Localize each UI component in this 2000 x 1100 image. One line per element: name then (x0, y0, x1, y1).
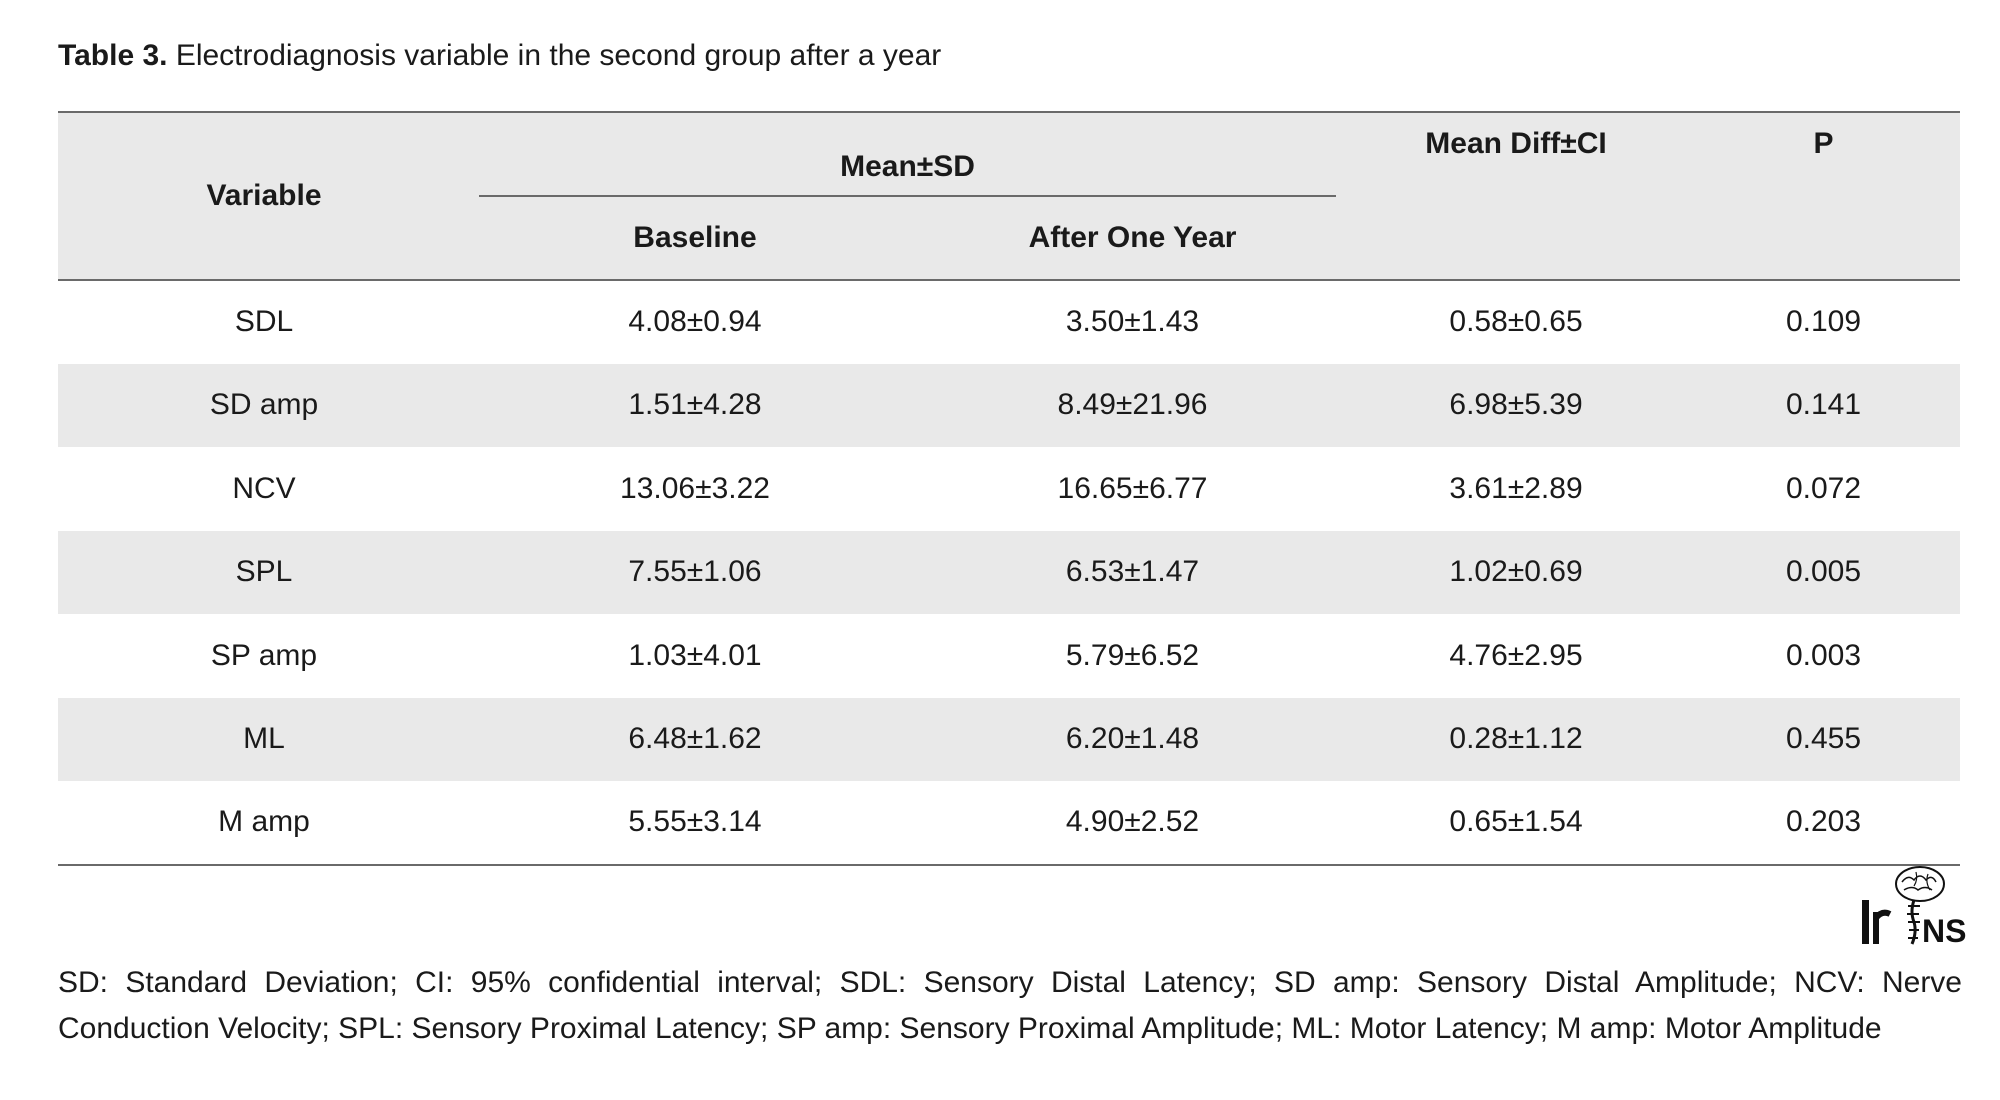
cell-baseline: 5.55±3.14 (470, 781, 920, 866)
cell-variable: SD amp (209, 388, 319, 422)
header-mean-diff: Mean Diff±CI (1345, 111, 1688, 281)
cell-variable: SPL (235, 555, 293, 589)
header-mean-sd: Mean±SD (470, 111, 1346, 198)
irjns-logo: NS (1858, 862, 1968, 949)
cell-baseline: 1.03±4.01 (628, 638, 762, 672)
cell-variable: SP amp (210, 638, 318, 672)
data-table: Variable Mean±SD Mean Diff±CI P Baseline… (58, 111, 1961, 866)
cell-mean-diff: 0.58±0.65 (1449, 305, 1583, 339)
cell-p: 0.005 (1785, 555, 1862, 589)
cell-after-one-year: 4.90±2.52 (920, 781, 1346, 866)
cell-mean-diff: 4.76±2.95 (1449, 638, 1583, 672)
cell-mean-diff: 1.02±0.69 (1449, 555, 1583, 589)
table-row: SPL 7.55±1.06 6.53±1.47 1.02±0.69 0.005 (58, 530, 1961, 614)
table-row: ML 6.48±1.62 6.20±1.48 0.28±1.12 0.455 (58, 697, 1961, 781)
cell-variable: ML (243, 722, 285, 756)
cell-p: 0.109 (1785, 305, 1862, 339)
table-row: SP amp 1.03±4.01 5.79±6.52 4.76±2.95 0.003 (58, 614, 1961, 698)
irjns-brain-logo-icon: NS (1862, 866, 1966, 949)
table-caption-label: Table 3. (58, 39, 168, 72)
cell-baseline: 1.51±4.28 (628, 388, 762, 422)
table-caption-text: Electrodiagnosis variable in the second … (167, 39, 942, 72)
header-after-one-year: After One Year (920, 196, 1346, 281)
cell-variable: SDL (234, 305, 294, 339)
table-row: NCV 13.06±3.22 16.65±6.77 3.61±2.89 0.072 (58, 447, 1961, 531)
cell-p: 0.455 (1785, 722, 1862, 756)
cell-baseline: 6.48±1.62 (628, 722, 762, 756)
table-footnote: SD: Standard Deviation; CI: 95% confiden… (58, 966, 1962, 1045)
data-table-container: Variable Mean±SD Mean Diff±CI P Baseline… (58, 111, 1961, 866)
table-caption: Table 3. Electrodiagnosis variable in th… (58, 36, 941, 76)
cell-after-one-year: 5.79±6.52 (1065, 638, 1200, 672)
table-row: SD amp 1.51±4.28 8.49±21.96 6.98±5.39 0.141 (58, 363, 1961, 447)
cell-variable: M amp (58, 781, 470, 866)
cell-p: 0.203 (1687, 781, 1961, 866)
cell-p: 0.141 (1785, 388, 1862, 422)
cell-mean-diff: 3.61±2.89 (1449, 471, 1583, 505)
header-variable: Variable (58, 111, 470, 281)
cell-baseline: 13.06±3.22 (620, 471, 770, 505)
cell-mean-diff: 6.98±5.39 (1449, 388, 1583, 422)
header-p: P (1687, 111, 1961, 281)
cell-after-one-year: 3.50±1.43 (1065, 305, 1200, 339)
cell-after-one-year: 16.65±6.77 (1057, 471, 1208, 505)
logo-ns-text: NS (1922, 913, 1966, 948)
table-row: SDL 4.08±0.94 3.50±1.43 0.58±0.65 0.109 (58, 280, 1961, 364)
cell-after-one-year: 6.53±1.47 (1065, 555, 1200, 589)
header-row-top: Variable Mean±SD Mean Diff±CI P (58, 111, 1961, 281)
table-header: Variable Mean±SD Mean Diff±CI P Baseline… (58, 111, 1961, 281)
cell-variable: NCV (232, 471, 296, 505)
cell-mean-diff: 0.65±1.54 (1345, 781, 1688, 866)
cell-p: 0.072 (1785, 471, 1862, 505)
header-row-bottom: Baseline After One Year (58, 196, 1960, 281)
cell-baseline: 7.55±1.06 (628, 555, 762, 589)
cell-p: 0.003 (1785, 638, 1862, 672)
cell-after-one-year: 8.49±21.96 (1057, 388, 1208, 422)
cell-mean-diff: 0.28±1.12 (1449, 722, 1583, 756)
cell-after-one-year: 6.20±1.48 (1065, 722, 1200, 756)
table-body: SDL 4.08±0.94 3.50±1.43 0.58±0.65 0.109 SD am… (58, 280, 1961, 866)
cell-baseline: 4.08±0.94 (628, 305, 762, 339)
header-baseline: Baseline (470, 196, 920, 281)
table-row: M amp 5.55±3.14 4.90±2.52 0.65±1.54 0.203 (58, 781, 1961, 866)
